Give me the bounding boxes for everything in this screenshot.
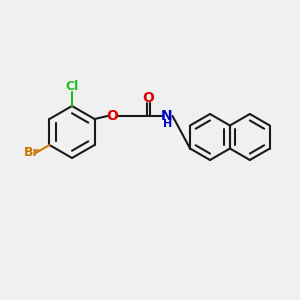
Text: H: H — [163, 119, 172, 129]
Text: N: N — [161, 109, 172, 123]
Text: Cl: Cl — [65, 80, 79, 94]
Text: O: O — [106, 109, 119, 123]
Text: Br: Br — [24, 146, 39, 160]
Text: O: O — [142, 91, 154, 105]
